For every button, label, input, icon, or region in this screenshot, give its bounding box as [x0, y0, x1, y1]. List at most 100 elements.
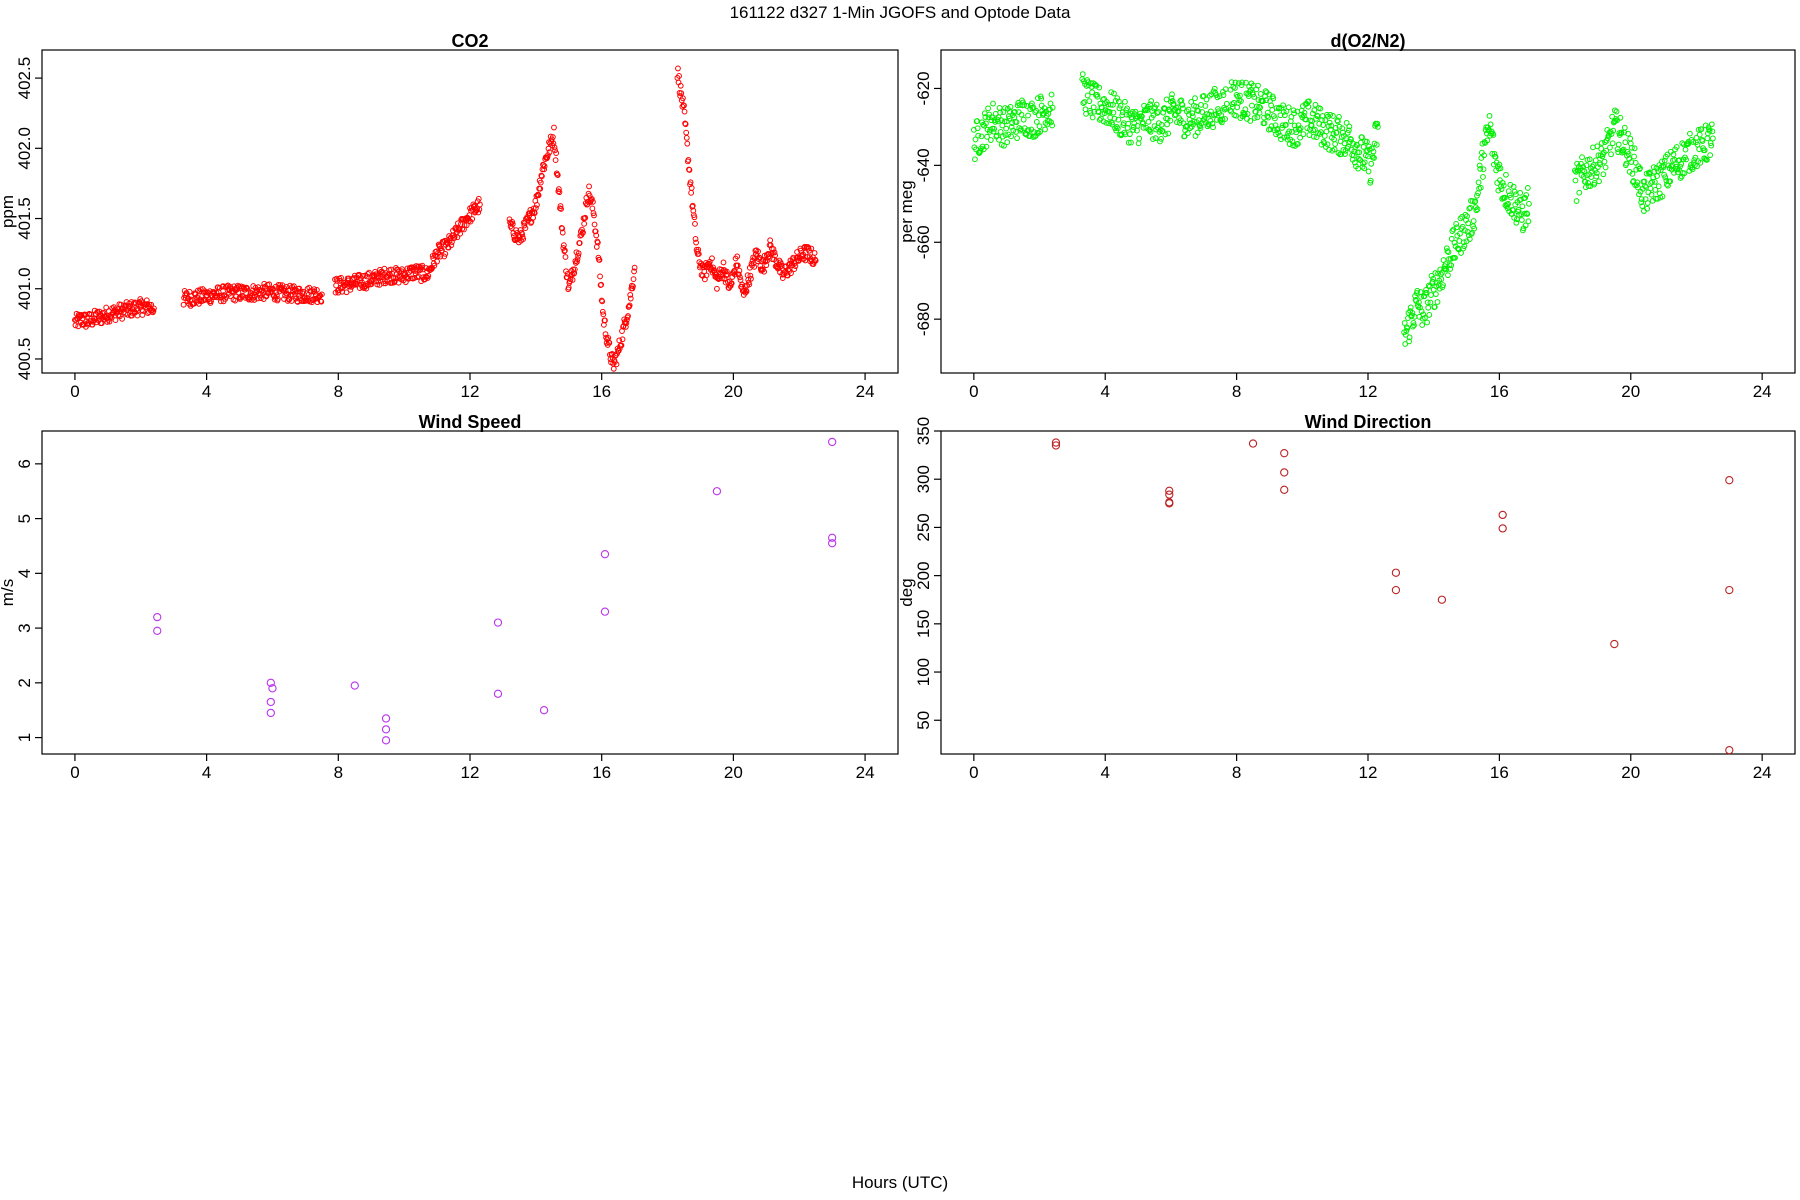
co2-point	[553, 150, 560, 157]
wind_direction-point	[1165, 486, 1174, 495]
co2-point	[335, 289, 342, 296]
o2n2-point	[1677, 175, 1684, 181]
o2n2-y-tick-label: -640	[914, 148, 933, 182]
wind_speed-x-tick-label: 12	[461, 763, 480, 782]
co2-point	[522, 225, 529, 232]
o2n2-point	[1167, 117, 1174, 124]
o2n2-point	[1087, 109, 1094, 116]
o2n2-point	[1333, 129, 1340, 136]
wind_direction-point	[1280, 485, 1289, 494]
co2-point	[626, 302, 633, 309]
co2-point	[78, 311, 85, 318]
o2n2-point	[1257, 104, 1264, 111]
o2n2-point	[1619, 149, 1625, 156]
o2n2-point	[1365, 168, 1372, 175]
co2-point	[582, 214, 589, 221]
co2-point	[737, 274, 743, 281]
co2-point	[251, 297, 258, 303]
o2n2-point	[1670, 151, 1677, 158]
wind_speed-point	[350, 681, 359, 690]
co2-point	[552, 157, 559, 164]
o2n2-point	[1270, 95, 1277, 102]
o2n2-point	[1464, 213, 1470, 220]
o2n2-point	[1452, 254, 1458, 261]
co2-point	[681, 102, 687, 109]
o2n2-point	[1416, 299, 1422, 306]
o2n2-point	[980, 121, 987, 128]
co2-point	[350, 282, 357, 288]
o2n2-point	[1249, 102, 1255, 109]
o2n2-point	[1110, 109, 1117, 116]
o2n2-x-tick-label: 24	[1753, 382, 1772, 401]
wind_speed-y-tick-label: 5	[15, 514, 34, 523]
o2n2-point	[1440, 282, 1446, 289]
co2-point	[606, 339, 613, 346]
o2n2-point	[1189, 110, 1196, 117]
o2n2-point	[986, 111, 993, 118]
o2n2-y-tick-label: -660	[914, 225, 933, 259]
wind_direction-y-tick-label: 300	[914, 465, 933, 493]
o2n2-point	[1036, 123, 1043, 130]
o2n2-point	[1033, 118, 1040, 125]
o2n2-point	[1477, 184, 1484, 191]
co2-y-tick-label: 402.0	[15, 127, 34, 170]
co2-point	[314, 287, 320, 293]
o2n2-point	[1162, 131, 1169, 138]
co2-point	[532, 205, 539, 212]
o2n2-point	[1428, 272, 1435, 279]
o2n2-point	[1108, 89, 1115, 96]
co2-point	[597, 273, 603, 280]
o2n2-point	[1438, 276, 1445, 283]
o2n2-point	[1243, 79, 1249, 86]
co2-point	[550, 140, 557, 147]
o2n2-point	[1627, 135, 1634, 142]
o2n2-point	[1111, 90, 1117, 97]
co2-point	[723, 268, 730, 275]
co2-point	[476, 201, 483, 208]
co2-point	[558, 206, 564, 212]
co2-point	[475, 195, 482, 202]
co2-point	[562, 254, 569, 260]
o2n2-point	[1585, 183, 1592, 190]
o2n2-point	[1020, 116, 1027, 123]
co2-point	[574, 258, 580, 265]
co2-point	[300, 288, 307, 295]
co2-point	[559, 229, 566, 236]
wind_direction-y-axis-label: deg	[897, 578, 916, 606]
wind_speed-point	[381, 736, 391, 745]
o2n2-point	[1607, 144, 1613, 151]
co2-point	[129, 309, 136, 316]
o2n2-point	[1253, 103, 1260, 110]
o2n2-point	[1341, 140, 1348, 147]
co2-point	[552, 147, 558, 154]
o2n2-point	[1175, 108, 1182, 115]
o2n2-point	[1476, 162, 1483, 169]
o2n2-point	[1275, 129, 1282, 136]
o2n2-point	[1018, 126, 1024, 133]
wind_speed-point	[600, 550, 610, 559]
co2-point	[143, 297, 150, 304]
co2-point	[216, 284, 223, 291]
o2n2-point	[1003, 125, 1010, 132]
wind_direction-x-tick-label: 16	[1490, 763, 1509, 782]
o2n2-point	[1326, 119, 1333, 126]
co2-point	[580, 229, 586, 236]
o2n2-point	[1129, 116, 1135, 122]
co2-point	[593, 232, 600, 239]
o2n2-point	[1373, 141, 1380, 148]
o2n2-point	[1021, 102, 1028, 108]
co2-point	[273, 289, 280, 296]
o2n2-point	[1124, 105, 1131, 112]
wind_direction-point	[1725, 745, 1734, 755]
co2-point	[434, 253, 441, 260]
o2n2-point	[1203, 96, 1210, 103]
o2n2-point	[1355, 155, 1362, 162]
co2-point	[724, 271, 731, 278]
o2n2-point	[1360, 144, 1367, 150]
co2-y-tick-label: 401.5	[15, 197, 34, 240]
o2n2-point	[1486, 112, 1493, 119]
o2n2-point	[1639, 203, 1646, 210]
co2-point	[416, 263, 422, 270]
